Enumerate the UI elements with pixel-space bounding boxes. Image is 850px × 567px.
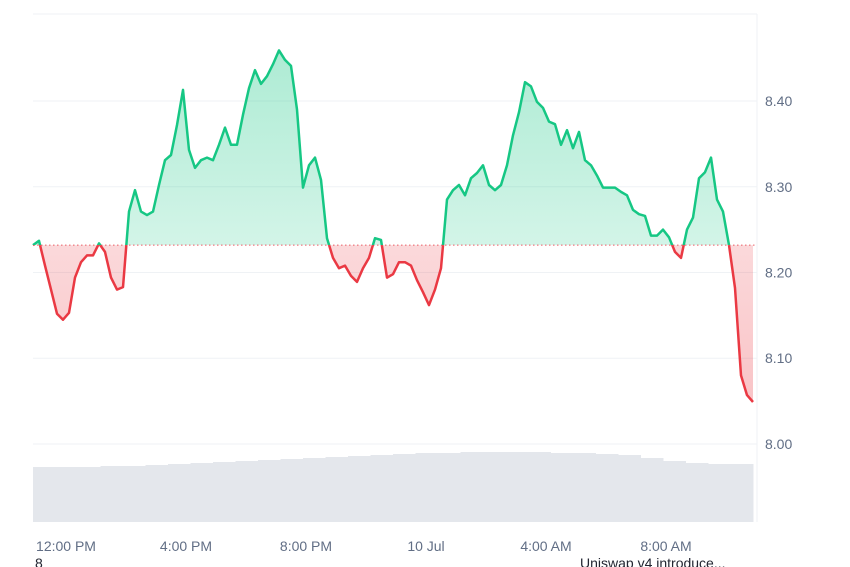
x-tick-label: 12:00 PM <box>36 538 96 554</box>
volume-bar <box>100 466 124 522</box>
volume-bar <box>235 461 259 522</box>
volume-bar <box>438 453 461 522</box>
price-line-up <box>32 49 731 246</box>
y-tick-label: 8.00 <box>765 436 792 452</box>
volume-bar <box>618 455 641 522</box>
volume-bar <box>348 456 371 522</box>
volume-bar <box>483 452 506 522</box>
y-tick-label: 8.30 <box>765 179 792 195</box>
annotation: Uniswap v4 introduce... <box>580 555 726 567</box>
volume-bar <box>168 464 191 522</box>
annotation: 8 <box>35 555 43 567</box>
volume-bar <box>258 460 281 522</box>
volume-bar <box>595 454 619 522</box>
volume-bar <box>460 452 484 522</box>
volume-bar <box>123 466 146 522</box>
volume-bar <box>55 467 79 522</box>
volume-bar <box>663 461 686 522</box>
volume-bar <box>528 452 551 522</box>
price-line-down <box>32 245 754 403</box>
y-tick-label: 8.10 <box>765 350 792 366</box>
volume-bar <box>550 453 574 522</box>
volume-bar <box>33 467 56 522</box>
volume-bar <box>640 458 664 522</box>
volume-bar <box>685 463 709 522</box>
volume-bar <box>325 457 349 522</box>
volume-bar <box>415 453 439 522</box>
volume-bar <box>78 467 101 522</box>
volume-bar <box>573 453 596 522</box>
volume-bar <box>393 454 416 522</box>
x-tick-label: 4:00 PM <box>160 538 212 554</box>
volume-bar <box>280 459 304 522</box>
area-up <box>33 50 729 246</box>
y-tick-label: 8.20 <box>765 265 792 281</box>
volume-bar <box>190 463 214 522</box>
x-tick-label: 4:00 AM <box>520 538 571 554</box>
volume-bar <box>505 452 529 522</box>
y-tick-label: 8.40 <box>765 93 792 109</box>
volume-bar <box>708 464 731 522</box>
volume-bar <box>730 464 754 522</box>
x-tick-label: 8:00 PM <box>280 538 332 554</box>
volume-bar <box>145 465 169 522</box>
volume-bar <box>370 455 394 522</box>
volume-bar <box>213 462 236 522</box>
x-tick-label: 8:00 AM <box>640 538 691 554</box>
x-tick-label: 10 Jul <box>407 538 444 554</box>
volume-bar <box>303 458 326 522</box>
